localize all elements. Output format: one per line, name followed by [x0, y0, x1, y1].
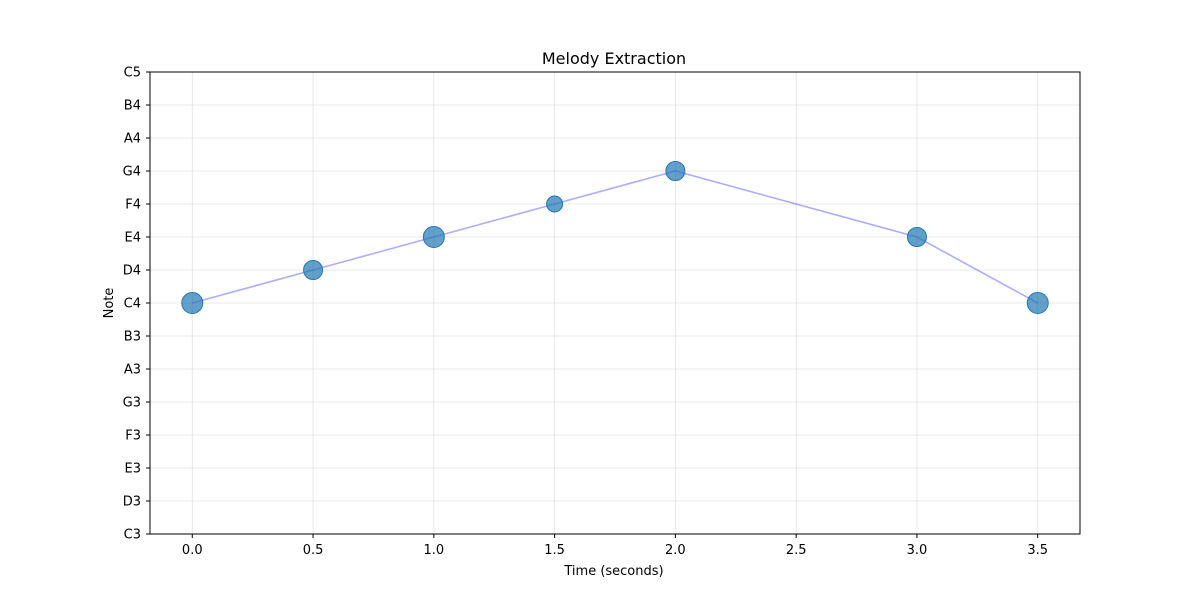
y-tick-label: D4 [123, 264, 141, 279]
note-point [906, 227, 927, 247]
y-tick-label: F3 [125, 429, 141, 444]
note-point [303, 260, 324, 280]
note-point [546, 195, 564, 213]
y-tick-label: E4 [125, 231, 142, 246]
x-tick-label: 2.0 [665, 543, 686, 558]
y-axis-label: Note [102, 288, 117, 319]
y-tick-label: B3 [124, 330, 141, 345]
x-tick-label: 3.5 [1027, 543, 1048, 558]
note-point [181, 292, 204, 314]
grid [150, 71, 1080, 535]
data-points [181, 161, 1049, 314]
y-tick-label: C3 [124, 528, 141, 543]
y-axis-ticks: C3 D3 E3 F3 G3 A3 B3 C4 D4 E4 F4 G4 A4 B4 C5 [123, 66, 150, 543]
x-axis-label: Time (seconds) [563, 564, 663, 579]
x-tick-label: 3.0 [907, 543, 928, 558]
y-tick-label: E3 [125, 462, 142, 477]
y-tick-label: G4 [123, 165, 141, 180]
y-tick-label: A4 [124, 132, 141, 147]
x-axis-ticks: 0.0 0.5 1.0 1.5 2.0 2.5 3.0 3.5 [182, 534, 1048, 558]
note-point [665, 161, 686, 181]
x-tick-label: 0.0 [182, 543, 203, 558]
y-tick-label: F4 [125, 198, 141, 213]
x-tick-label: 1.0 [423, 543, 444, 558]
y-tick-label: D3 [123, 495, 141, 510]
chart-title: Melody Extraction [542, 49, 686, 68]
y-tick-label: C4 [124, 297, 141, 312]
note-point [422, 226, 445, 248]
y-tick-label: G3 [123, 396, 141, 411]
y-tick-label: C5 [124, 66, 141, 81]
y-tick-label: A3 [124, 363, 141, 378]
y-tick-label: B4 [124, 99, 141, 114]
note-point [1026, 292, 1049, 314]
x-tick-label: 0.5 [303, 543, 324, 558]
x-tick-label: 1.5 [544, 543, 565, 558]
x-tick-label: 2.5 [786, 543, 807, 558]
